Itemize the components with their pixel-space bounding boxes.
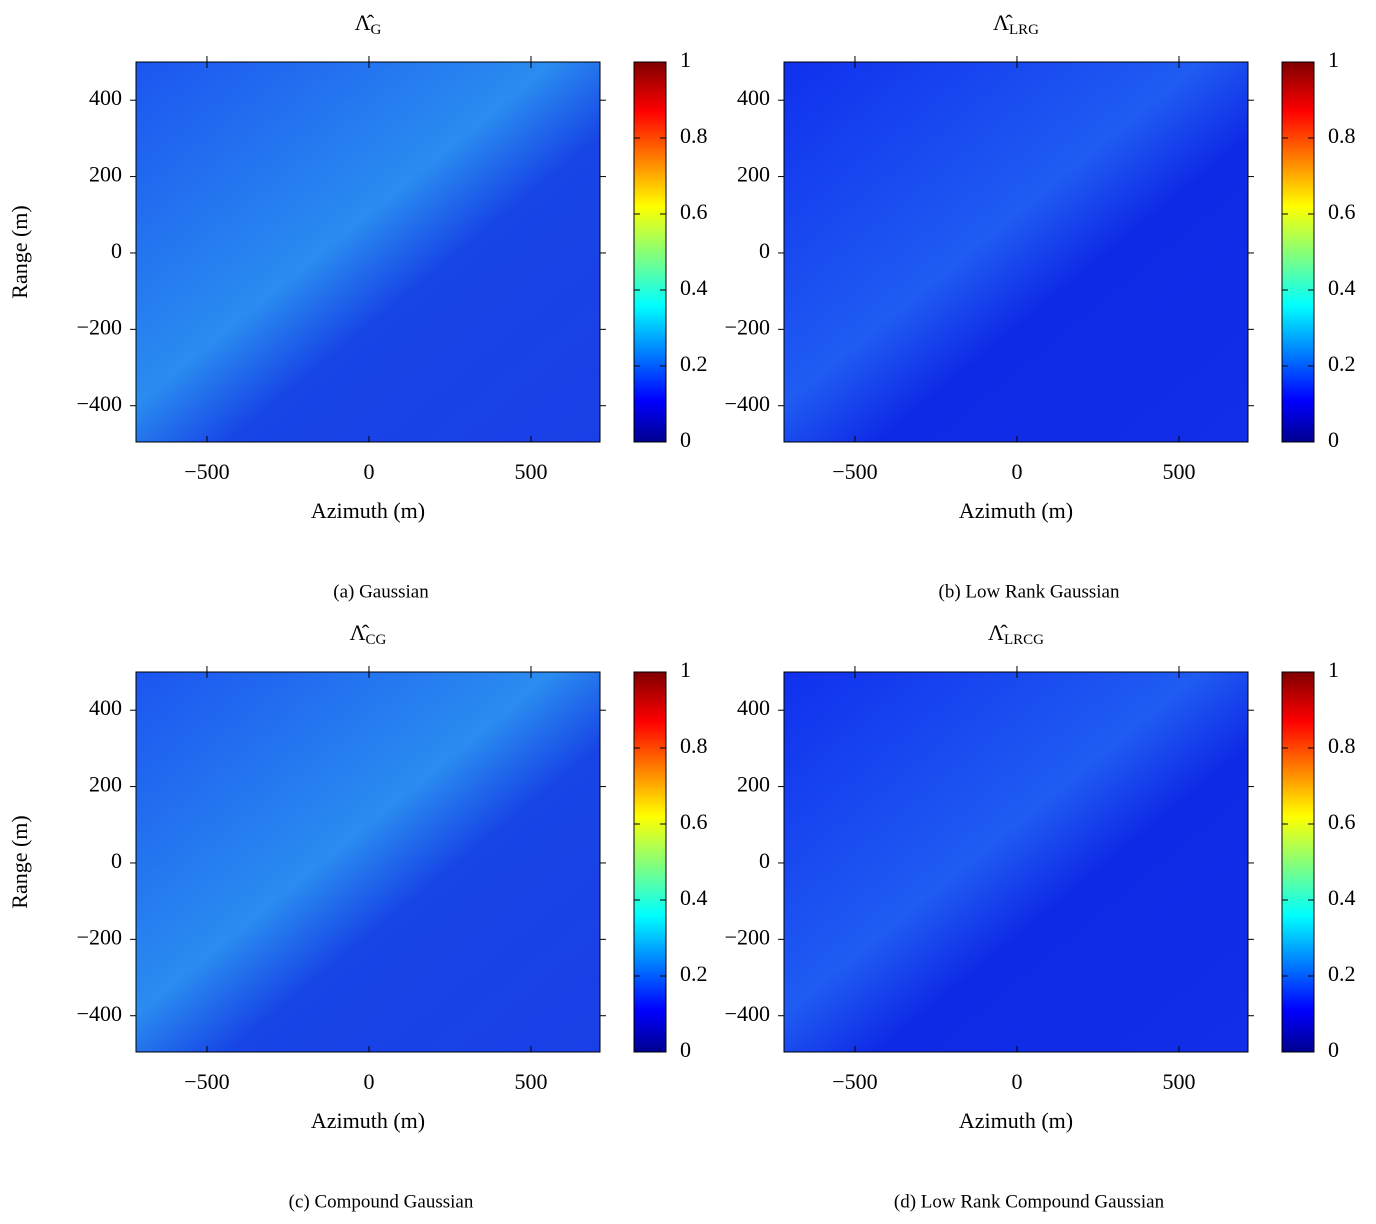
y-tick-label: 400 [737, 85, 770, 110]
colorbar-tick-label: 0.4 [1328, 275, 1356, 300]
y-axis-label: Range (m) [7, 815, 32, 908]
title-symbol: Λ̂ [355, 10, 375, 35]
x-axis-label: Azimuth (m) [959, 1108, 1073, 1133]
colorbar [633, 61, 667, 443]
y-tick-label: −200 [725, 314, 770, 339]
x-axis-label: Azimuth (m) [311, 1108, 425, 1133]
x-tick-label: 0 [1011, 1069, 1022, 1094]
plot-frame [783, 61, 1249, 443]
plot-frame [135, 61, 601, 443]
y-tick-label: −200 [725, 924, 770, 949]
colorbar-tick-label: 0.2 [1328, 961, 1356, 986]
heatmap-image [136, 62, 600, 442]
colorbar [633, 671, 667, 1053]
colorbar-tick-label: 1 [680, 657, 691, 682]
heatmap-image [784, 62, 1248, 442]
heatmap-image [784, 672, 1248, 1052]
colorbar-tick-label: 1 [1328, 657, 1339, 682]
colorbar-tick-label: 1 [680, 47, 691, 72]
colorbar-tick-label: 0.6 [1328, 809, 1356, 834]
title-subscript: G [371, 22, 382, 38]
title-symbol: Λ̂ [993, 10, 1013, 35]
x-tick-label: 0 [363, 1069, 374, 1094]
x-axis-label: Azimuth (m) [311, 498, 425, 523]
colorbar-tick-label: 0.8 [1328, 733, 1356, 758]
y-tick-label: 400 [737, 695, 770, 720]
x-tick-label: 500 [514, 459, 547, 484]
colorbar-tick-label: 0 [1328, 427, 1339, 452]
y-tick-label: 0 [759, 848, 770, 873]
x-axis-label: Azimuth (m) [959, 498, 1073, 523]
colorbar-tick-label: 0.4 [680, 275, 708, 300]
colorbar [1281, 61, 1315, 443]
x-tick-label: 0 [1011, 459, 1022, 484]
x-tick-label: 500 [514, 1069, 547, 1094]
colorbar-tick-label: 1 [1328, 47, 1339, 72]
title-subscript: CG [366, 632, 387, 648]
y-tick-label: 0 [759, 238, 770, 263]
y-tick-label: −200 [77, 924, 122, 949]
y-tick-label: 0 [111, 238, 122, 263]
x-tick-label: 500 [1162, 459, 1195, 484]
x-tick-label: −500 [184, 1069, 229, 1094]
colorbar [1281, 671, 1315, 1053]
x-tick-label: −500 [832, 459, 877, 484]
chart-title: Λ̂LRCG [988, 620, 1044, 648]
y-tick-label: −400 [77, 1001, 122, 1026]
colorbar-tick-label: 0.2 [1328, 351, 1356, 376]
caption: (b) Low Rank Gaussian [939, 581, 1120, 602]
colorbar-tick-label: 0 [680, 427, 691, 452]
title-subscript: LRCG [1004, 632, 1044, 648]
colorbar-tick-label: 0.6 [1328, 199, 1356, 224]
y-tick-label: −400 [725, 1001, 770, 1026]
x-tick-label: 0 [363, 459, 374, 484]
colorbar-tick-label: 0.4 [1328, 885, 1356, 910]
y-tick-label: 200 [737, 772, 770, 797]
colorbar-tick-label: 0.2 [680, 351, 708, 376]
y-tick-label: 200 [89, 772, 122, 797]
colorbar-tick-label: 0.8 [680, 733, 708, 758]
chart-title: Λ̂CG [350, 620, 387, 648]
y-tick-label: 200 [89, 162, 122, 187]
title-subscript: LRG [1009, 22, 1039, 38]
colorbar-tick-label: 0.4 [680, 885, 708, 910]
plot-frame [783, 671, 1249, 1053]
y-axis-label: Range (m) [7, 205, 32, 298]
y-tick-label: −400 [77, 391, 122, 416]
caption: (c) Compound Gaussian [289, 1191, 474, 1212]
caption: (d) Low Rank Compound Gaussian [894, 1191, 1165, 1212]
colorbar-tick-label: 0.6 [680, 199, 708, 224]
title-symbol: Λ̂ [988, 620, 1008, 645]
colorbar-tick-label: 0 [1328, 1037, 1339, 1062]
x-tick-label: −500 [184, 459, 229, 484]
chart-title: Λ̂G [355, 10, 382, 38]
y-tick-label: 0 [111, 848, 122, 873]
heatmap-image [136, 672, 600, 1052]
chart-title: Λ̂LRG [993, 10, 1039, 38]
y-tick-label: 400 [89, 695, 122, 720]
x-tick-label: 500 [1162, 1069, 1195, 1094]
title-symbol: Λ̂ [350, 620, 370, 645]
colorbar-tick-label: 0.6 [680, 809, 708, 834]
colorbar-tick-label: 0.2 [680, 961, 708, 986]
colorbar-tick-label: 0.8 [680, 123, 708, 148]
y-tick-label: 400 [89, 85, 122, 110]
plot-frame [135, 671, 601, 1053]
y-tick-label: −400 [725, 391, 770, 416]
y-tick-label: −200 [77, 314, 122, 339]
colorbar-tick-label: 0.8 [1328, 123, 1356, 148]
caption: (a) Gaussian [333, 581, 429, 602]
colorbar-tick-label: 0 [680, 1037, 691, 1062]
x-tick-label: −500 [832, 1069, 877, 1094]
y-tick-label: 200 [737, 162, 770, 187]
